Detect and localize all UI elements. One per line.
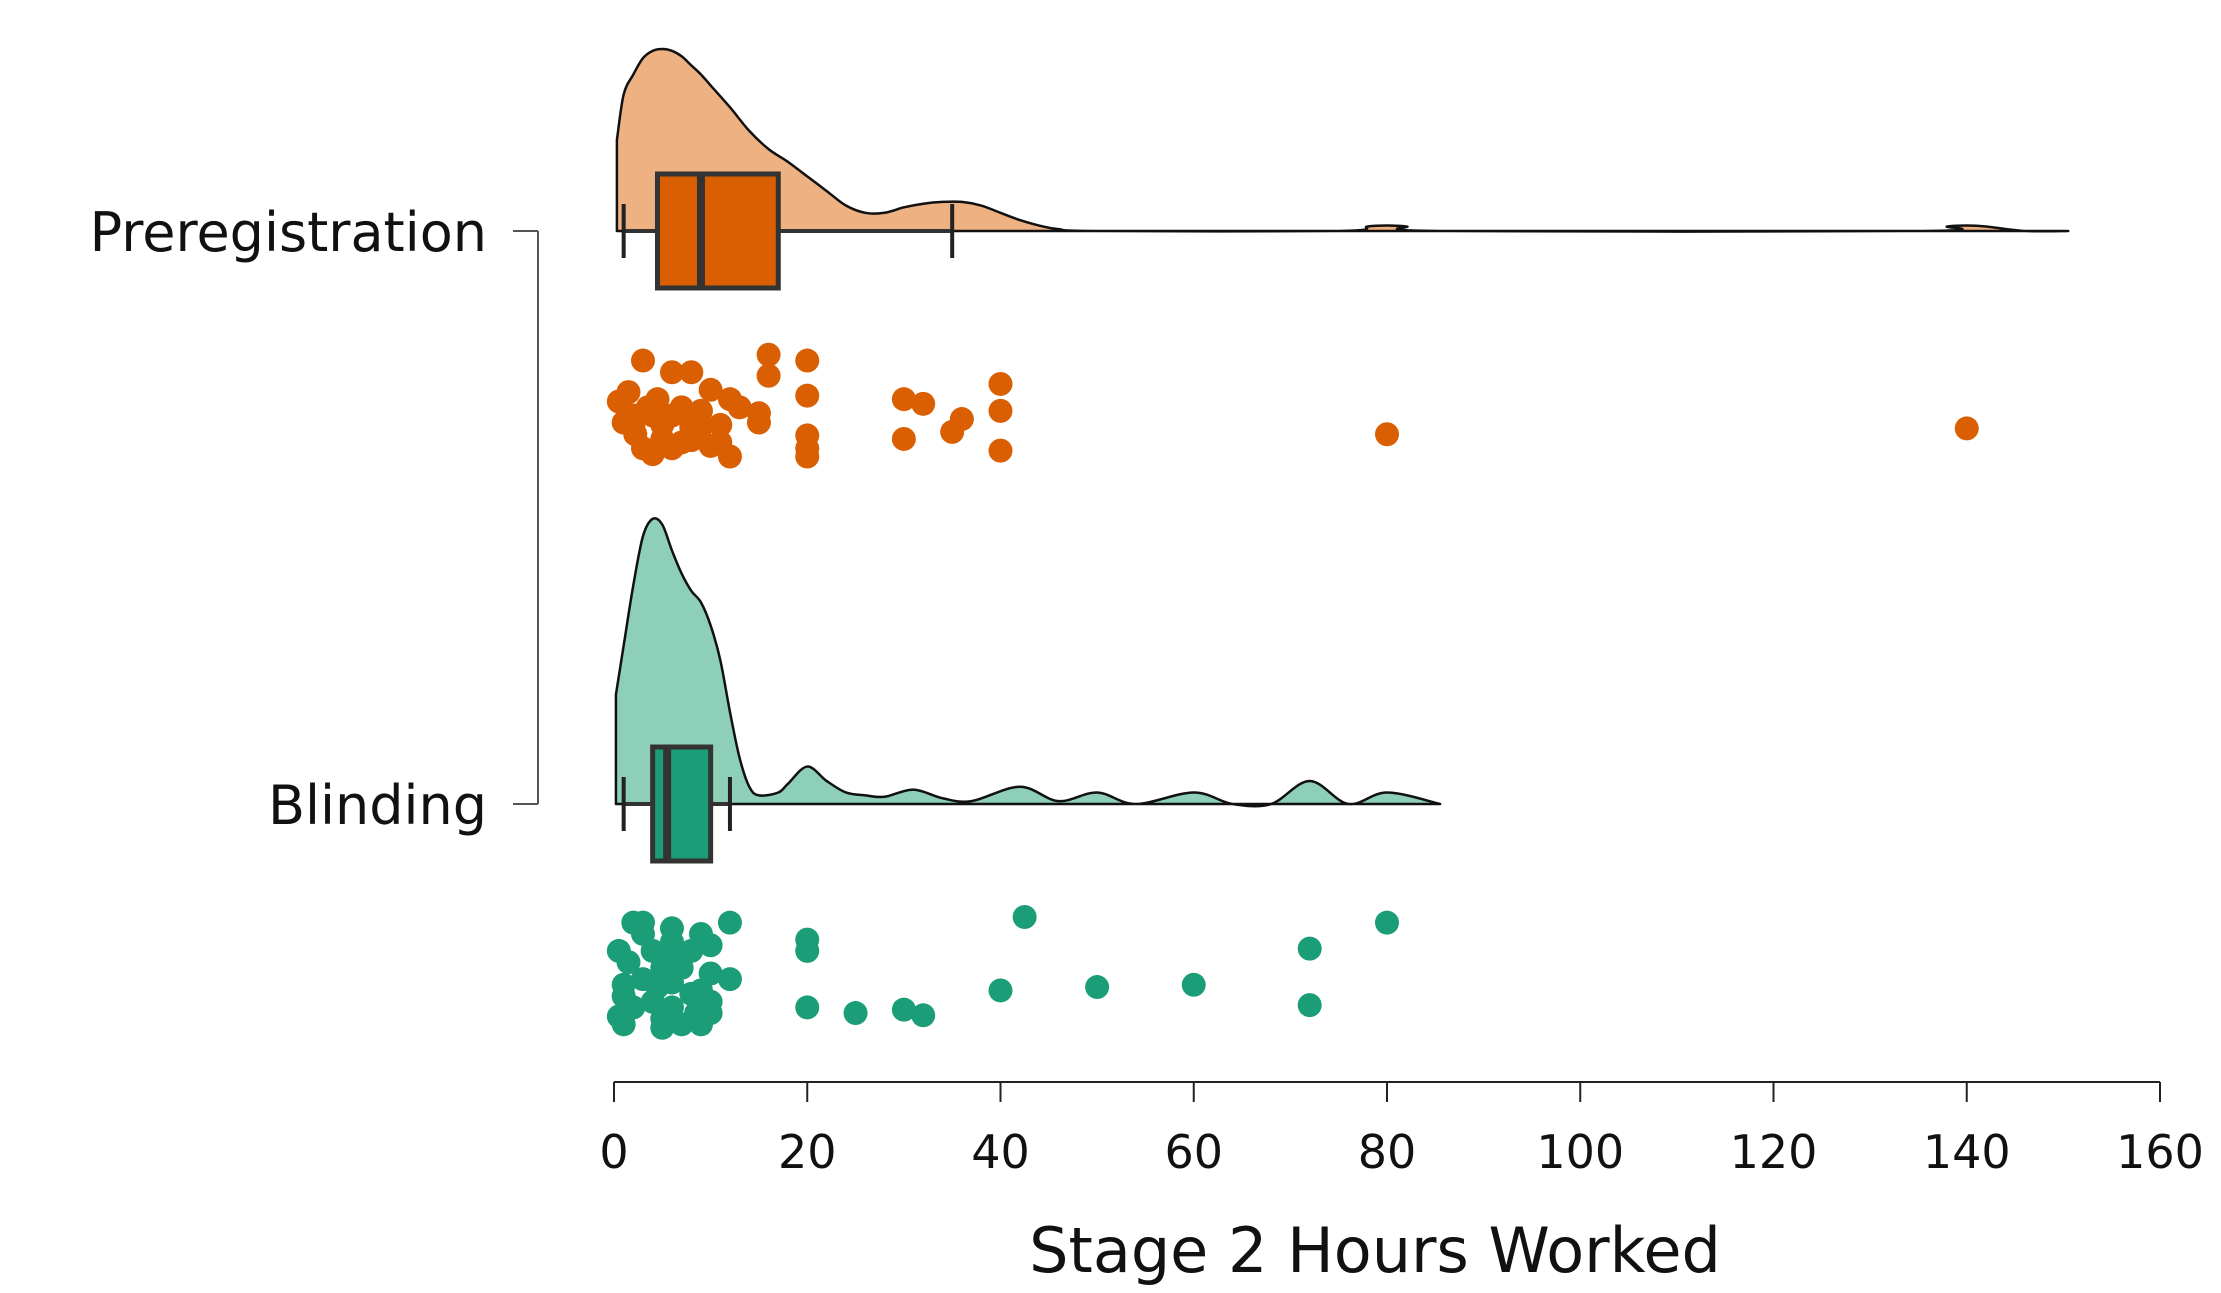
data-point-blinding — [698, 933, 723, 958]
x-tick-label: 100 — [1536, 1125, 1624, 1179]
data-point-blinding — [616, 950, 641, 975]
boxplot-preregistration — [621, 171, 955, 291]
data-point-blinding — [911, 1003, 936, 1028]
data-point-preregistration — [756, 342, 781, 367]
boxplot-blinding — [621, 744, 732, 864]
iqr-box-blinding — [650, 744, 714, 864]
data-point-preregistration — [708, 412, 733, 437]
data-point-blinding — [891, 997, 916, 1022]
x-tick-label: 160 — [2116, 1125, 2204, 1179]
data-point-preregistration — [988, 398, 1013, 423]
data-point-blinding — [1085, 975, 1110, 1000]
data-point-preregistration — [621, 415, 646, 440]
data-point-preregistration — [911, 391, 936, 416]
data-point-preregistration — [795, 444, 820, 469]
data-point-preregistration — [795, 423, 820, 448]
data-point-preregistration — [891, 387, 916, 412]
data-point-preregistration — [640, 442, 665, 467]
data-point-blinding — [1297, 993, 1322, 1018]
data-point-preregistration — [795, 348, 820, 373]
x-tick-label: 40 — [971, 1125, 1030, 1179]
data-point-preregistration — [891, 426, 916, 451]
category-label-blinding: Blinding — [268, 774, 487, 837]
data-point-blinding — [659, 929, 684, 954]
data-point-blinding — [650, 1015, 675, 1040]
data-point-preregistration — [630, 348, 655, 373]
data-point-preregistration — [659, 436, 684, 461]
x-tick-label: 0 — [599, 1125, 628, 1179]
data-point-preregistration — [988, 371, 1013, 396]
data-point-blinding — [606, 1004, 631, 1029]
data-point-preregistration — [727, 395, 752, 420]
data-point-preregistration — [756, 363, 781, 388]
data-point-preregistration — [1954, 416, 1979, 441]
data-point-preregistration — [1375, 422, 1399, 447]
data-point-blinding — [717, 910, 742, 935]
data-point-preregistration — [708, 430, 733, 455]
data-point-blinding — [988, 978, 1013, 1003]
data-point-blinding — [650, 955, 675, 980]
data-point-preregistration — [698, 377, 723, 402]
boxplot-layer — [621, 171, 955, 864]
data-point-blinding — [717, 967, 742, 992]
data-point-blinding — [679, 981, 704, 1006]
x-axis-title: Stage 2 Hours Worked — [1029, 1214, 1721, 1287]
density-preregistration — [615, 47, 2070, 233]
data-point-preregistration — [616, 380, 641, 405]
density-blinding — [614, 516, 1442, 808]
category-label-preregistration: Preregistration — [90, 201, 487, 264]
x-tick-label: 120 — [1730, 1125, 1818, 1179]
data-point-preregistration — [640, 403, 665, 428]
data-point-preregistration — [679, 360, 704, 385]
data-point-blinding — [611, 972, 636, 997]
x-tick-label: 20 — [778, 1125, 837, 1179]
data-point-blinding — [843, 1001, 868, 1026]
x-tick-label: 80 — [1358, 1125, 1417, 1179]
data-point-preregistration — [679, 415, 704, 440]
data-point-preregistration — [988, 438, 1013, 463]
data-point-blinding — [795, 938, 820, 963]
data-point-blinding — [630, 921, 655, 946]
data-point-blinding — [1181, 972, 1206, 997]
data-point-preregistration — [659, 360, 684, 385]
y-axis: Preregistration Blinding — [90, 201, 539, 837]
x-tick-label: 60 — [1164, 1125, 1223, 1179]
data-point-preregistration — [659, 403, 684, 428]
density-layer — [614, 47, 2070, 808]
data-point-preregistration — [949, 407, 974, 432]
x-axis: 0 20 40 60 80 100 120 140 160 — [599, 1081, 2204, 1179]
data-point-preregistration — [746, 410, 771, 435]
data-point-blinding — [645, 975, 670, 1000]
data-point-blinding — [1297, 936, 1322, 961]
x-tick-label: 140 — [1923, 1125, 2011, 1179]
iqr-box-preregistration — [654, 171, 781, 291]
data-point-blinding — [1375, 910, 1399, 935]
points-layer — [606, 342, 1979, 1040]
data-point-blinding — [684, 1001, 709, 1026]
data-point-blinding — [795, 995, 820, 1020]
data-point-preregistration — [795, 383, 820, 408]
data-point-blinding — [1012, 905, 1037, 929]
